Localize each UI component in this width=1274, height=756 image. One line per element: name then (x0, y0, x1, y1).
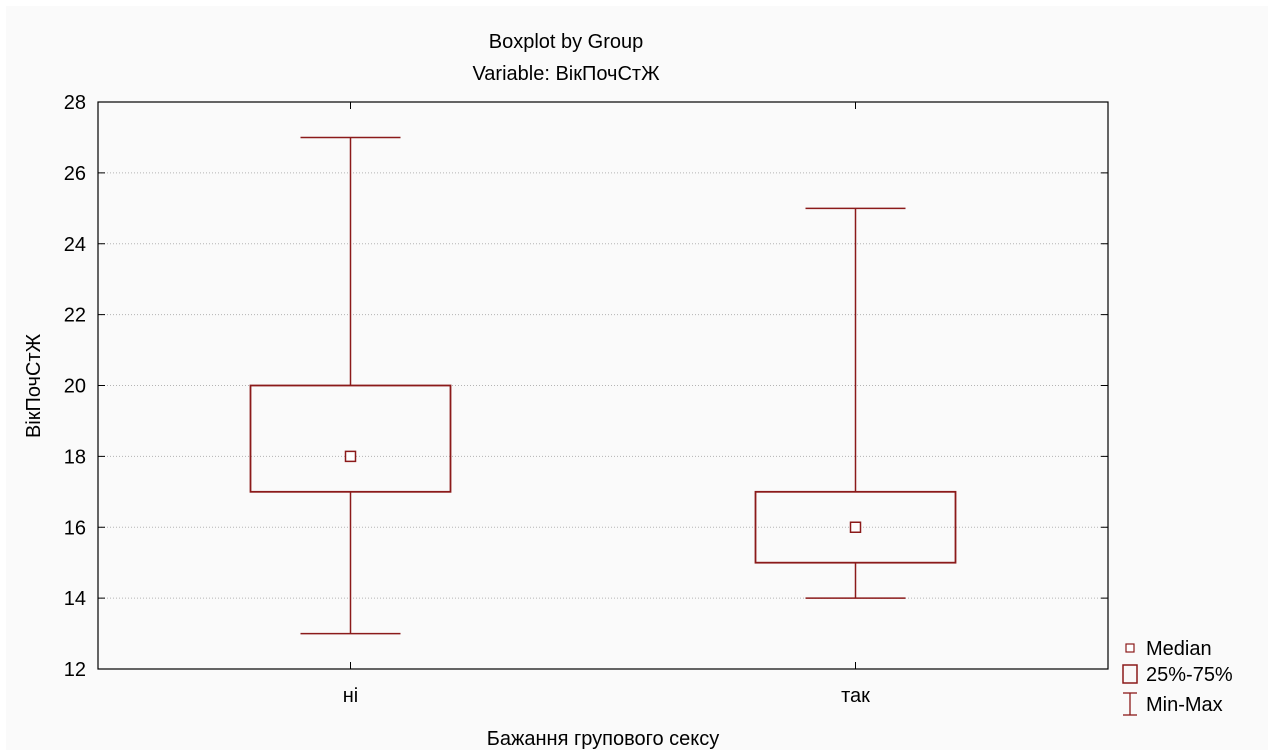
y-axis: 12 14 16 18 20 22 24 26 28 (64, 92, 1108, 681)
median-marker (849, 521, 862, 533)
grid-lines (98, 172, 1108, 599)
x-axis-label: Бажання групового сексу (487, 728, 720, 750)
y-tick-label: 18 (64, 446, 86, 468)
legend-label: 25%-75% (1146, 664, 1233, 686)
boxes (249, 136, 957, 635)
legend: Median 25%-75% Min-Max (1122, 638, 1233, 716)
y-tick-label: 22 (64, 305, 86, 327)
median-square-icon (1125, 643, 1135, 653)
y-axis-label: ВікПочСтЖ (23, 333, 45, 438)
x-tick-label: ні (343, 685, 359, 707)
y-tick-label: 12 (64, 659, 86, 681)
y-tick-label: 28 (64, 92, 86, 114)
median-marker (344, 450, 357, 463)
legend-label: Median (1146, 638, 1212, 660)
chart-background (6, 6, 1268, 750)
chart-subtitle: Variable: ВікПочСтЖ (472, 63, 660, 85)
y-tick-label: 24 (64, 234, 86, 256)
iqr-box (754, 490, 957, 564)
chart-title: Boxplot by Group (489, 31, 644, 53)
box-icon (1122, 664, 1138, 684)
iqr-box (249, 384, 452, 493)
y-tick-label: 16 (64, 517, 86, 539)
x-tick-label: так (841, 685, 870, 707)
x-axis: ні так (343, 102, 870, 707)
y-tick-label: 14 (64, 588, 86, 610)
y-tick-label: 20 (64, 376, 86, 398)
legend-label: Min-Max (1146, 694, 1223, 716)
y-tick-label: 26 (64, 163, 86, 185)
whisker-icon (1123, 692, 1137, 716)
